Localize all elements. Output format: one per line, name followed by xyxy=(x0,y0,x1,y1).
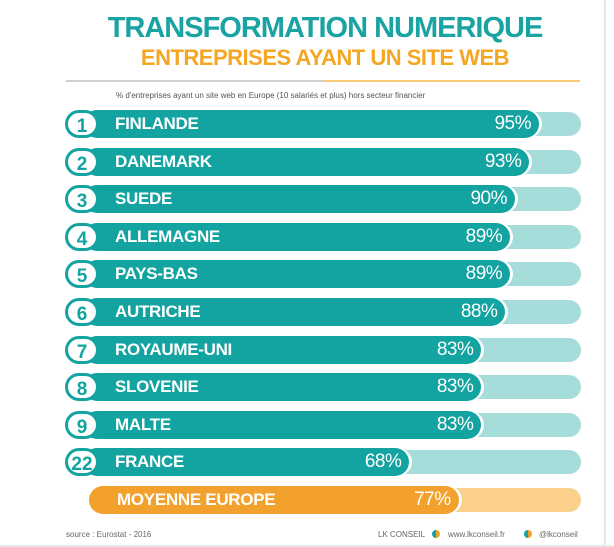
brand-dot-icon xyxy=(432,530,440,538)
bar-fill xyxy=(83,185,515,214)
country-label: FRANCE xyxy=(115,452,185,472)
bar-fill xyxy=(83,335,482,364)
rank-badge: 2 xyxy=(65,147,99,176)
country-row: 6 AUTRICHE 88% xyxy=(65,298,581,326)
bar-fill xyxy=(83,260,511,289)
value-label: 83% xyxy=(436,338,474,360)
country-label: MALTE xyxy=(115,414,171,434)
country-label: ALLEMAGNE xyxy=(115,226,220,246)
value-label: 93% xyxy=(484,150,522,172)
chart-subtitle: ENTREPRISES AYANT UN SITE WEB xyxy=(140,45,510,70)
value-label: 68% xyxy=(364,451,402,473)
rank-badge: 22 xyxy=(65,448,99,477)
chart-note: % d'entreprises ayant un site web en Eur… xyxy=(116,91,426,100)
bar-fill xyxy=(83,222,511,251)
country-row: 22 FRANCE 68% xyxy=(65,448,581,477)
bar-fill xyxy=(83,298,506,326)
rank-badge: 3 xyxy=(65,185,99,214)
rank-badge: 7 xyxy=(65,335,99,364)
country-row: 5 PAYS-BAS 89% xyxy=(65,260,581,289)
frame-edge-right xyxy=(604,0,606,547)
social-dot-icon xyxy=(524,530,532,538)
country-row: 7 ROYAUME-UNI 83% xyxy=(65,335,581,364)
country-label: MOYENNE EUROPE xyxy=(117,490,276,509)
rank-badge: 1 xyxy=(65,110,99,138)
rank-badge: 9 xyxy=(65,410,99,439)
country-label: AUTRICHE xyxy=(115,302,201,321)
chart-title: TRANSFORMATION NUMERIQUE xyxy=(107,12,544,44)
country-label: DANEMARK xyxy=(115,151,212,171)
rank-badge: 8 xyxy=(65,373,99,402)
bar-fill xyxy=(83,448,410,477)
country-row: 1 FINLANDE 95% xyxy=(65,110,581,138)
value-label: 88% xyxy=(460,301,498,322)
bar-fill xyxy=(83,147,530,176)
source-label: source : Eurostat - 2016 xyxy=(66,530,152,539)
bar-fill xyxy=(83,373,482,402)
value-label: 90% xyxy=(470,188,507,210)
website-link[interactable]: www.lkconseil.fr xyxy=(448,530,505,539)
rank-badge: 4 xyxy=(65,222,99,251)
country-label: FINLANDE xyxy=(115,114,199,133)
country-label: SUEDE xyxy=(115,189,173,209)
bar-fill xyxy=(83,110,539,138)
value-label: 83% xyxy=(436,413,474,435)
title-divider xyxy=(66,80,580,83)
country-row: 2 DANEMARK 93% xyxy=(65,147,581,176)
rank-badge: 5 xyxy=(65,260,99,289)
frame-edge-bottom xyxy=(0,545,614,547)
value-label: 83% xyxy=(436,376,474,398)
social-handle[interactable]: @lkconseil xyxy=(539,530,578,539)
bar-fill xyxy=(83,410,482,439)
country-row: 8 SLOVENIE 83% xyxy=(65,373,581,402)
rank-badge: 6 xyxy=(65,298,99,326)
country-label: ROYAUME-UNI xyxy=(115,339,232,359)
value-label: 77% xyxy=(414,489,451,510)
country-row: 9 MALTE 83% xyxy=(65,410,581,439)
brand-label: LK CONSEIL xyxy=(378,530,426,539)
average-row: MOYENNE EUROPE 77% xyxy=(65,486,581,514)
value-label: 95% xyxy=(494,113,531,134)
country-label: PAYS-BAS xyxy=(115,264,198,284)
value-label: 89% xyxy=(465,225,503,247)
country-row: 4 ALLEMAGNE 89% xyxy=(65,222,581,251)
bar-fill xyxy=(89,486,459,514)
value-label: 89% xyxy=(465,263,503,285)
country-row: 3 SUEDE 90% xyxy=(65,185,581,214)
country-label: SLOVENIE xyxy=(115,377,199,397)
